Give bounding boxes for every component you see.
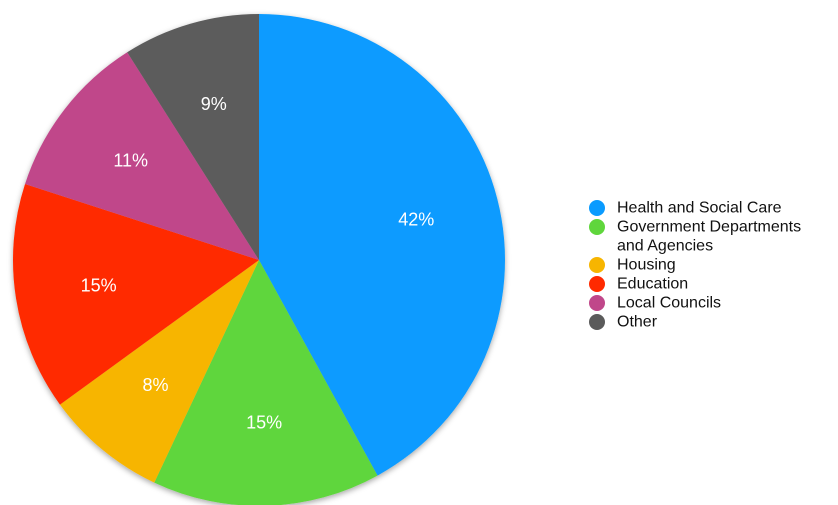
legend-swatch	[589, 219, 605, 235]
legend-label: Government Departments	[617, 219, 801, 236]
legend-swatch	[589, 314, 605, 330]
pie-data-labels: 42% 15% 8% 15% 11% 9%	[81, 94, 435, 432]
legend-item-other: Other	[589, 314, 658, 331]
pie-label-local-councils: 11%	[113, 151, 148, 171]
pie-slice-other	[127, 14, 259, 260]
legend-label: Health and Social Care	[617, 200, 782, 217]
legend-item-housing: Housing	[589, 257, 676, 274]
legend-label: Housing	[617, 257, 676, 274]
legend-item-local-councils: Local Councils	[589, 295, 721, 312]
pie-slice-health-and-social-care	[259, 14, 505, 476]
pie-slices	[12, 14, 505, 505]
pie-slice-housing	[59, 260, 260, 483]
pie-label-housing: 8%	[142, 375, 168, 395]
pie-slice-local-councils	[25, 52, 259, 260]
pie-label-other: 9%	[201, 94, 227, 114]
legend-label: and Agencies	[617, 238, 713, 255]
legend-item-government-departments-and-agencies: Government Departments and Agencies	[589, 219, 801, 255]
pie-label-education: 15%	[81, 275, 117, 295]
legend-label: Other	[617, 314, 658, 331]
legend-swatch	[589, 276, 605, 292]
legend-label: Local Councils	[617, 295, 721, 312]
pie-slice-government-departments-and-agencies	[154, 260, 378, 505]
legend-item-health-and-social-care: Health and Social Care	[589, 200, 782, 217]
legend-item-education: Education	[589, 276, 688, 293]
legend-swatch	[589, 295, 605, 311]
pie-label-health-and-social-care: 42%	[398, 210, 434, 230]
legend-swatch	[589, 257, 605, 273]
legend-swatch	[589, 200, 605, 216]
pie-slice-education	[12, 183, 259, 405]
legend-label: Education	[617, 276, 688, 293]
pie-label-government-departments-and-agencies: 15%	[246, 412, 282, 432]
legend: Health and Social Care Government Departm…	[589, 200, 801, 331]
